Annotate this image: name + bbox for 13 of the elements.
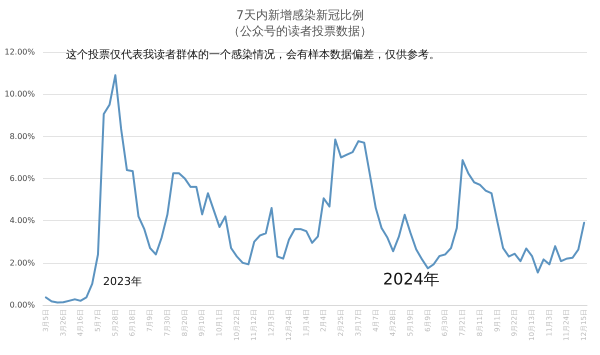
chart-subtitle: （公众号的读者投票数据） bbox=[228, 24, 372, 38]
annotation: 这个投票仅代表我读者群体的一个感染情况，会有样本数据偏差，仅供参考。 bbox=[66, 48, 440, 61]
y-tick-label: 0.00% bbox=[10, 300, 36, 310]
y-tick-label: 10.00% bbox=[4, 90, 36, 99]
chart-title: 7天内新增感染新冠比例 bbox=[236, 8, 364, 22]
y-tick-label: 12.00% bbox=[4, 48, 36, 56]
line-series bbox=[44, 74, 586, 304]
annotation: 2024年 bbox=[383, 270, 440, 288]
y-tick-label: 2.00% bbox=[10, 258, 36, 268]
y-tick-label: 8.00% bbox=[10, 132, 36, 141]
annotation: 2023年 bbox=[103, 275, 142, 288]
y-tick-label: 6.00% bbox=[10, 174, 36, 183]
y-tick-label: 4.00% bbox=[10, 216, 36, 226]
